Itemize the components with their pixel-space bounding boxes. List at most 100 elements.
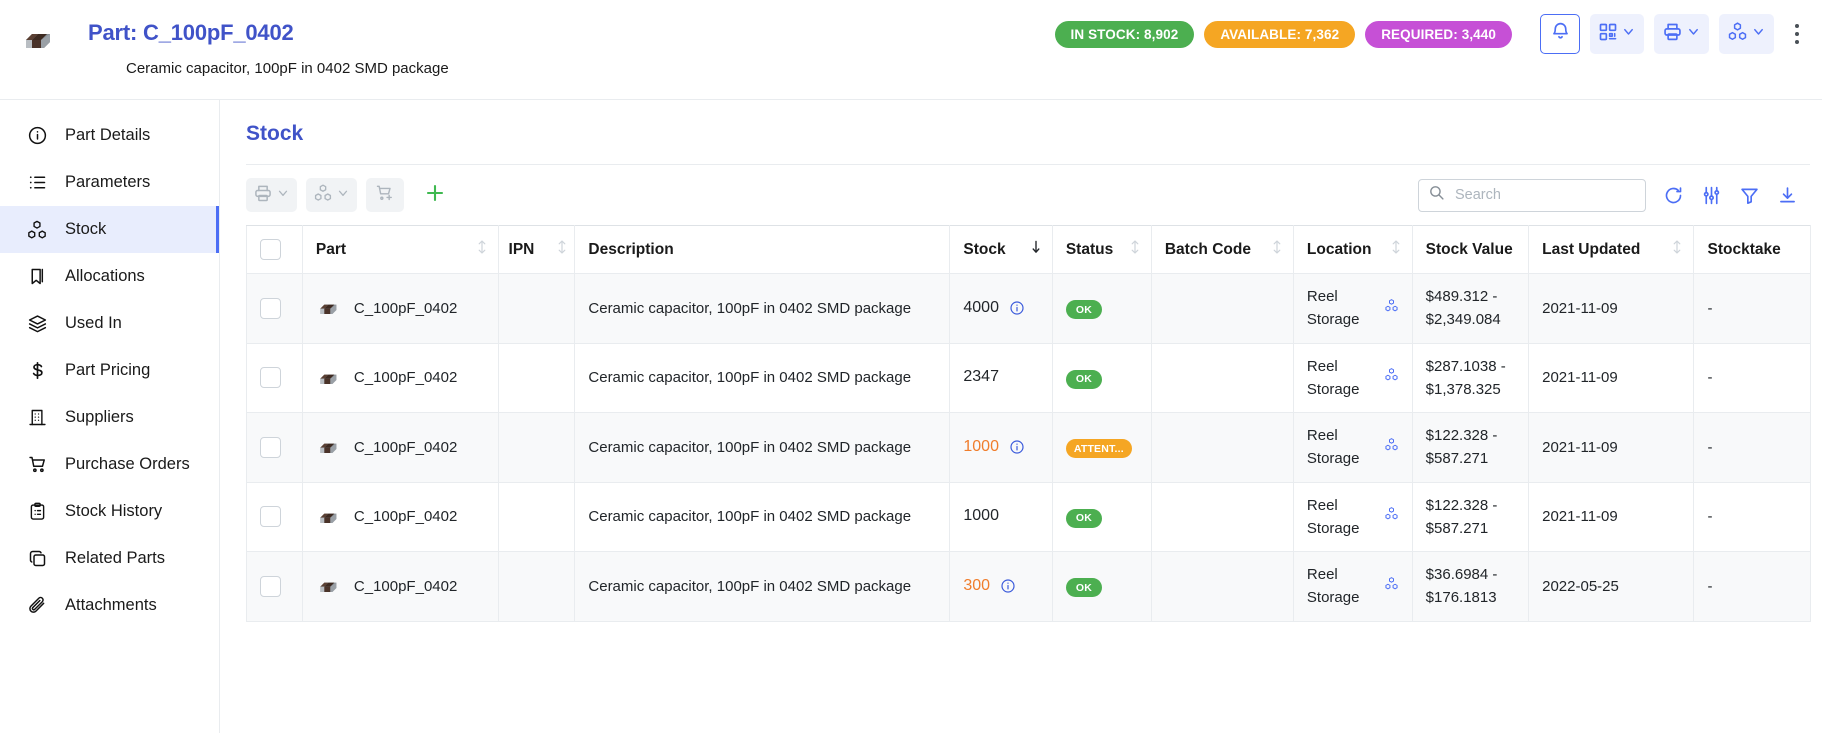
building-factory-icon	[26, 407, 48, 429]
row-select-cell[interactable]	[246, 342, 303, 413]
part-link[interactable]: C_100pF_0402	[353, 577, 458, 595]
location-cell: Reel Storage	[1292, 342, 1413, 413]
location-link[interactable]: Reel Storage	[1306, 427, 1360, 468]
chevron-down-icon	[1621, 24, 1636, 44]
stock-quantity: 1000	[963, 437, 999, 455]
capacitor-thumbnail-icon	[22, 22, 56, 56]
ipn-cell	[497, 551, 576, 622]
select-all-column[interactable]	[246, 225, 303, 274]
location-column[interactable]: Location	[1292, 225, 1413, 274]
info-icon[interactable]	[1000, 578, 1016, 594]
kebab-menu-icon[interactable]	[1786, 14, 1808, 54]
row-checkbox[interactable]	[260, 367, 281, 389]
info-icon[interactable]	[1009, 439, 1025, 455]
part-cell[interactable]: C_100pF_0402	[301, 342, 499, 413]
stock-actions-button[interactable]	[1719, 14, 1774, 54]
sidebar-item-stock-history[interactable]: Stock History	[0, 488, 219, 535]
sidebar-item-allocations[interactable]: Allocations	[0, 253, 219, 300]
notification-bell-button[interactable]	[1540, 14, 1580, 54]
part-link[interactable]: C_100pF_0402	[353, 299, 458, 317]
sidebar-item-related-parts[interactable]: Related Parts	[0, 535, 219, 582]
required-badge: REQUIRED: 3,440	[1365, 20, 1512, 48]
sidebar-item-used-in[interactable]: Used In	[0, 300, 219, 347]
row-select-cell[interactable]	[246, 273, 303, 344]
location-link[interactable]: Reel Storage	[1306, 566, 1360, 607]
sidebar-item-purchase-orders[interactable]: Purchase Orders	[0, 441, 219, 488]
ipn-cell	[497, 412, 576, 483]
sidebar-item-parameters[interactable]: Parameters	[0, 159, 219, 206]
ipn-cell	[497, 481, 576, 552]
available-badge: AVAILABLE: 7,362	[1204, 20, 1356, 48]
location-link[interactable]: Reel Storage	[1306, 357, 1360, 398]
boxes-icon	[1384, 575, 1399, 598]
part-cell[interactable]: C_100pF_0402	[301, 481, 499, 552]
table-toolbar	[246, 165, 1822, 225]
table-row[interactable]: C_100pF_0402 Ceramic capacitor, 100pF in …	[246, 551, 1811, 622]
sidebar-item-part-details[interactable]: Part Details	[0, 112, 219, 159]
part-link[interactable]: C_100pF_0402	[353, 438, 458, 456]
barcode-actions-button[interactable]	[1590, 14, 1644, 54]
sidebar-item-attachments[interactable]: Attachments	[0, 582, 219, 629]
print-actions-button[interactable]	[1654, 14, 1709, 54]
ipn-column[interactable]: IPN	[497, 225, 576, 274]
select-all-checkbox[interactable]	[260, 239, 281, 260]
add-stock-item-button[interactable]	[418, 178, 452, 212]
filter-button[interactable]	[1739, 185, 1760, 206]
stocktake-cell: -	[1693, 481, 1811, 552]
sidebar-item-suppliers[interactable]: Suppliers	[0, 394, 219, 441]
row-checkbox[interactable]	[260, 297, 281, 319]
table-row[interactable]: C_100pF_0402 Ceramic capacitor, 100pF in …	[246, 273, 1811, 344]
stock-quantity: 1000	[963, 507, 999, 525]
search-input[interactable]	[1453, 186, 1636, 204]
sidebar-item-stock[interactable]: Stock	[0, 206, 219, 253]
download-button[interactable]	[1777, 185, 1798, 206]
stock-value-column[interactable]: Stock Value	[1411, 225, 1530, 274]
part-link[interactable]: C_100pF_0402	[353, 369, 458, 387]
stock-quantity: 2347	[963, 368, 999, 386]
location-cell: Reel Storage	[1292, 481, 1413, 552]
info-icon[interactable]	[1009, 300, 1025, 316]
order-stock-button[interactable]	[366, 178, 404, 212]
part-cell[interactable]: C_100pF_0402	[301, 412, 499, 483]
stock-column[interactable]: Stock	[949, 225, 1053, 274]
table-row[interactable]: C_100pF_0402 Ceramic capacitor, 100pF in …	[246, 412, 1811, 483]
table-settings-button[interactable]	[1701, 185, 1722, 206]
part-cell[interactable]: C_100pF_0402	[301, 551, 499, 622]
description-column[interactable]: Description	[574, 225, 951, 274]
part-column[interactable]: Part	[301, 225, 499, 274]
batch-code-column[interactable]: Batch Code	[1150, 225, 1294, 274]
page-subtitle: Ceramic capacitor, 100pF in 0402 SMD pac…	[126, 60, 449, 77]
stock-operations-button[interactable]	[306, 178, 357, 212]
sidebar-item-part-pricing[interactable]: Part Pricing	[0, 347, 219, 394]
part-cell[interactable]: C_100pF_0402	[301, 273, 499, 344]
list-details-icon	[26, 172, 48, 194]
capacitor-thumbnail-icon	[316, 368, 342, 388]
print-labels-button[interactable]	[246, 178, 297, 212]
location-link[interactable]: Reel Storage	[1306, 496, 1360, 537]
location-link[interactable]: Reel Storage	[1306, 288, 1360, 329]
sidebar-item-label: Part Pricing	[65, 361, 151, 379]
part-link[interactable]: C_100pF_0402	[353, 508, 458, 526]
search-box[interactable]	[1418, 178, 1646, 212]
copy-icon	[26, 548, 48, 570]
sort-desc-icon	[1030, 239, 1042, 260]
row-select-cell[interactable]	[246, 412, 303, 483]
row-select-cell[interactable]	[246, 551, 303, 622]
row-checkbox[interactable]	[260, 575, 281, 597]
stocktake-column[interactable]: Stocktake	[1693, 225, 1811, 274]
stock-table-body: C_100pF_0402 Ceramic capacitor, 100pF in …	[246, 273, 1811, 622]
location-cell: Reel Storage	[1292, 551, 1413, 622]
chevron-down-icon	[1751, 24, 1766, 44]
sidebar-item-label: Attachments	[65, 596, 157, 614]
boxes-icon	[1727, 21, 1748, 47]
column-label: Stock Value	[1425, 240, 1513, 258]
refresh-button[interactable]	[1663, 185, 1684, 206]
last-updated-column[interactable]: Last Updated	[1528, 225, 1695, 274]
table-row[interactable]: C_100pF_0402 Ceramic capacitor, 100pF in …	[246, 342, 1811, 413]
table-row[interactable]: C_100pF_0402 Ceramic capacitor, 100pF in …	[246, 481, 1811, 552]
row-checkbox[interactable]	[260, 436, 281, 458]
last-updated-cell: 2021-11-09	[1528, 481, 1695, 552]
row-checkbox[interactable]	[260, 506, 281, 528]
status-column[interactable]: Status	[1051, 225, 1152, 274]
row-select-cell[interactable]	[246, 481, 303, 552]
